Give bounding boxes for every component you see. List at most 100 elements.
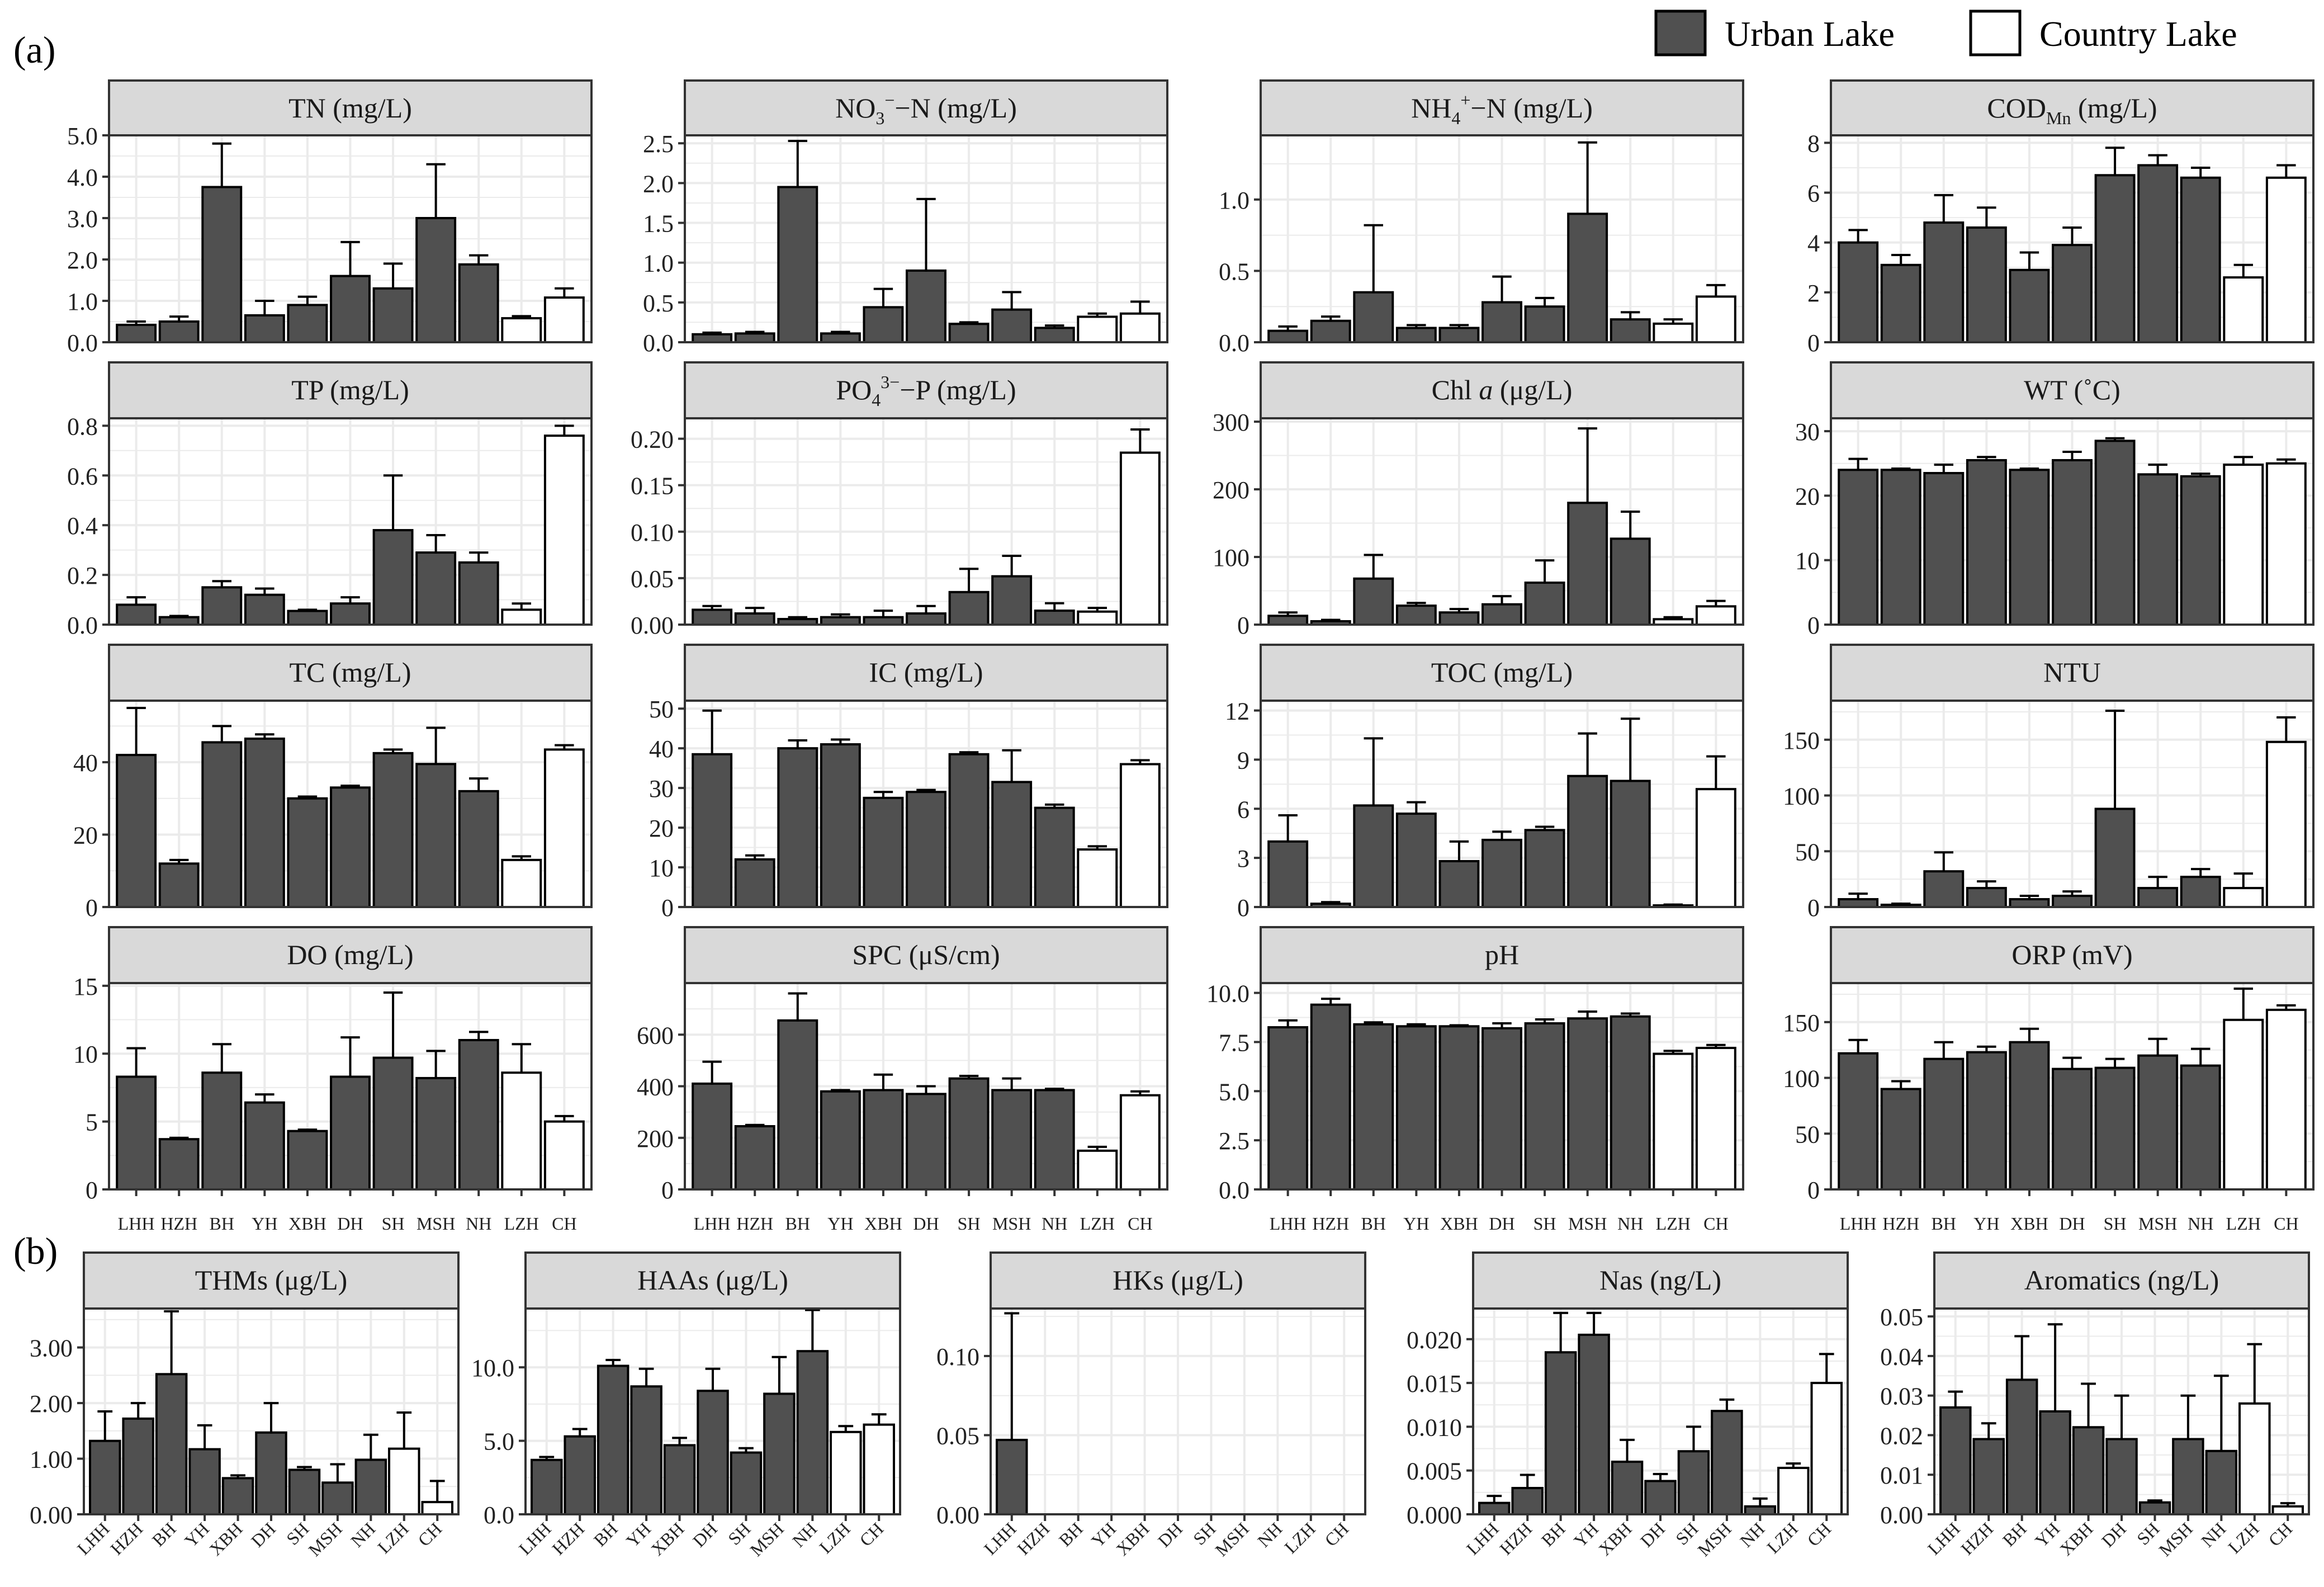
xtick-label-20-XBH: XBH [1594, 1518, 1635, 1559]
bar-9-HZH [158, 862, 200, 909]
xtick-label-13-LHH: LHH [118, 1213, 155, 1234]
bar-16-CH [2265, 1008, 2307, 1191]
strip-19 [990, 1251, 1366, 1310]
xtick-label-21-NH: NH [2197, 1518, 2230, 1551]
chart-title-19: HKs (μg/L) [1113, 1264, 1243, 1296]
xtick-label-14-CH: CH [1128, 1213, 1152, 1234]
ytick-label-21-2: 0.02 [1880, 1422, 1923, 1449]
strip-5 [108, 361, 593, 419]
plot-frame-12 [1830, 700, 2314, 908]
bar-6-MSH [991, 575, 1033, 626]
bar-20-CH [1810, 1382, 1843, 1516]
legend-swatch-country [1969, 10, 2022, 56]
xtick-label-19-CH: CH [1320, 1518, 1352, 1550]
bar-8-DH [2052, 459, 2093, 626]
bar-17-DH [255, 1431, 287, 1516]
bar-10-CH [1119, 763, 1161, 908]
bar-16-SH [2094, 1066, 2136, 1191]
plot-frame-8 [1830, 417, 2314, 626]
bar-3-HZH [1310, 319, 1351, 343]
ytick-label-17-3: 3.00 [30, 1335, 73, 1362]
xtick-label-20-CH: CH [1803, 1518, 1835, 1550]
bar-3-SH [1524, 305, 1565, 344]
ytick-label-7-2: 200 [1213, 476, 1249, 504]
bar-3-LHH [1267, 329, 1309, 343]
bar-15-LZH [1653, 1052, 1694, 1191]
bar-11-BH [1353, 804, 1394, 909]
xtick-label-13-XBH: XBH [288, 1213, 326, 1234]
ytick-label-3-2: 1.0 [1219, 187, 1249, 214]
xtick-label-16-DH: DH [2059, 1213, 2085, 1234]
bar-5-MSH [415, 551, 457, 626]
strip-11 [1260, 644, 1744, 702]
bar-14-MSH [991, 1089, 1033, 1191]
bar-16-DH [2052, 1068, 2093, 1191]
chart-9: TC (mg/L) 0 20 40 [73, 644, 593, 922]
bar-17-XBH [221, 1477, 254, 1515]
bar-16-LHH [1838, 1052, 1879, 1191]
xtick-label-18-CH: CH [855, 1518, 887, 1550]
bar-14-BH [777, 1019, 818, 1191]
bar-12-NH [2180, 876, 2221, 909]
xtick-label-17-LHH: LHH [73, 1518, 113, 1558]
ytick-label-9-0: 0 [86, 894, 98, 922]
bar-9-MSH [415, 763, 457, 908]
bar-18-SH [730, 1451, 763, 1516]
xtick-label-16-MSH: MSH [2138, 1213, 2177, 1234]
bar-15-SH [1524, 1022, 1565, 1191]
ytick-label-11-3: 9 [1237, 747, 1249, 774]
bar-15-MSH [1567, 1017, 1608, 1191]
bar-10-XBH [863, 796, 904, 908]
xtick-label-16-LHH: LHH [1840, 1213, 1877, 1234]
chart-1: TN (mg/L) 0.0 1.0 2.0 3.0 4.0 5.0 [67, 79, 593, 357]
ytick-label-8-0: 0 [1807, 612, 1820, 639]
xtick-label-18-XBH: XBH [647, 1518, 688, 1559]
bar-10-BH [777, 747, 818, 908]
chart-7: Chl a (μg/L) 0 100 200 300 [1213, 361, 1744, 639]
bar-17-YH [188, 1448, 221, 1515]
ytick-label-4-4: 8 [1807, 130, 1820, 157]
bar-3-DH [1482, 301, 1522, 343]
bar-8-MSH [2137, 473, 2179, 626]
bar-12-DH [2052, 895, 2093, 909]
ytick-label-1-2: 2.0 [67, 247, 98, 274]
bar-4-LZH [2223, 276, 2264, 343]
xtick-label-20-LHH: LHH [1462, 1518, 1503, 1558]
bar-3-NH [1610, 318, 1651, 344]
ytick-label-18-0: 0.0 [484, 1501, 514, 1529]
bar-13-HZH [158, 1138, 200, 1191]
bar-2-XBH [863, 306, 904, 344]
bar-1-MSH [415, 217, 457, 343]
bar-1-BH [201, 186, 243, 343]
chart-title-1: TN (mg/L) [288, 92, 412, 124]
ytick-label-9-2: 40 [73, 749, 98, 777]
bar-15-CH [1695, 1046, 1736, 1191]
bar-17-LHH [89, 1439, 121, 1516]
ytick-label-2-1: 0.5 [643, 290, 674, 317]
ytick-label-20-0: 0.000 [1407, 1501, 1462, 1529]
chart-title-7: Chl a (μg/L) [1432, 374, 1573, 405]
bar-21-XBH [2072, 1426, 2105, 1515]
xtick-label-19-LZH: LZH [1280, 1518, 1319, 1557]
bar-18-LHH [531, 1458, 563, 1516]
plot-frame-1 [108, 134, 593, 343]
bar-1-XBH [287, 304, 328, 344]
xtick-label-15-YH: YH [1403, 1213, 1429, 1234]
strip-20 [1472, 1251, 1849, 1310]
ytick-label-4-0: 0 [1807, 329, 1820, 357]
bar-14-NH [1034, 1089, 1075, 1191]
bar-21-LHH [1939, 1406, 1972, 1516]
bar-4-YH [1966, 226, 2007, 343]
bar-5-SH [372, 529, 414, 626]
bar-2-LHH [692, 333, 733, 343]
bar-1-CH [543, 296, 585, 344]
bar-1-SH [372, 287, 414, 343]
bar-4-LHH [1838, 241, 1879, 343]
ytick-label-6-4: 0.20 [631, 426, 674, 454]
bar-7-XBH [1438, 611, 1480, 626]
legend-label-country: Country Lake [2039, 14, 2237, 54]
xtick-label-21-DH: DH [2098, 1518, 2130, 1551]
bar-8-LZH [2223, 464, 2264, 626]
bar-21-SH [2138, 1501, 2171, 1516]
